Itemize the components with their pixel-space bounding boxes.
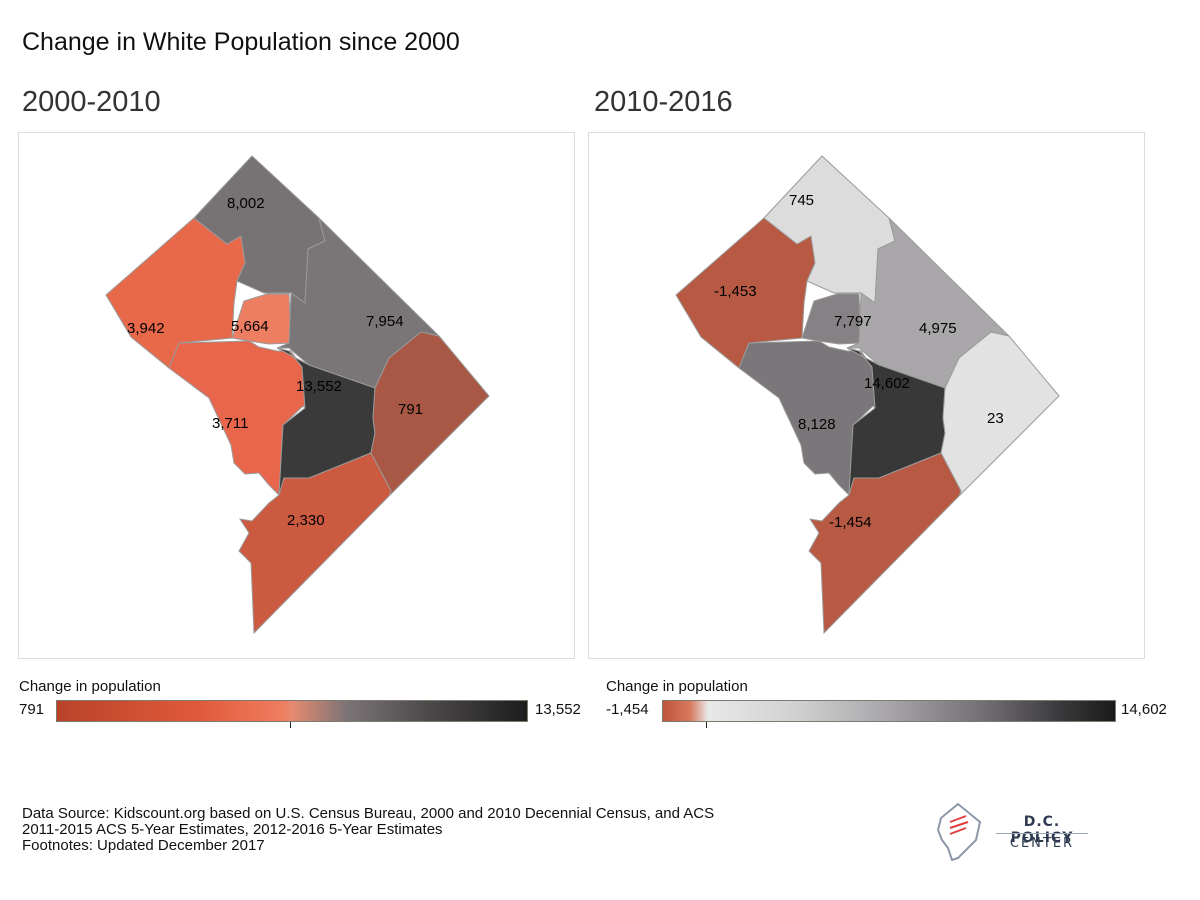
ward-value-label: 8,002 [227, 195, 265, 212]
legend-bar-2000-2010[interactable] [56, 700, 528, 722]
dc-policy-center-logo[interactable]: D.C. POLICY CENTER [936, 800, 1096, 864]
ward-value-label: -1,454 [829, 514, 872, 531]
ward-value-label: 5,664 [231, 318, 269, 335]
ward-value-label: 3,711 [212, 415, 248, 432]
data-source-note: Data Source: Kidscount.org based on U.S.… [22, 806, 714, 854]
source-line-2: 2011-2015 ACS 5-Year Estimates, 2012-201… [22, 821, 443, 838]
map-2010-2016[interactable]: -1,453 745 7,797 4,975 8,128 14,602 23 -1,454 [588, 132, 1145, 659]
source-line-1: Data Source: Kidscount.org based on U.S.… [22, 805, 715, 822]
legend-max-2000-2010: 13,552 [535, 701, 581, 718]
ward-value-label: 8,128 [798, 416, 836, 433]
map-svg-2010-2016: -1,453 745 7,797 4,975 8,128 14,602 23 -1,454 [675, 155, 1060, 635]
ward-value-label: 23 [987, 410, 1004, 427]
ward-region-east-corner[interactable] [940, 331, 1060, 497]
ward-region-southeast[interactable] [808, 452, 962, 635]
logo-divider [996, 833, 1088, 834]
legend-tick-2010-2016 [706, 722, 707, 728]
legend-min-2010-2016: -1,454 [606, 701, 649, 718]
ward-value-label: 3,942 [127, 320, 165, 337]
ward-region-east-corner[interactable] [370, 331, 490, 497]
ward-value-label: 791 [398, 401, 423, 418]
legend-min-2000-2010: 791 [19, 701, 45, 718]
ward-value-label: 745 [789, 192, 814, 209]
logo-text-line2: CENTER [1009, 836, 1075, 851]
panel-title-2000-2010: 2000-2010 [22, 86, 161, 118]
ward-value-label: 2,330 [287, 512, 325, 529]
ward-value-label: 13,552 [296, 378, 342, 395]
ward-value-label: -1,453 [714, 283, 757, 300]
logo-text-line1: D.C. POLICY [1010, 814, 1074, 846]
legend-max-2010-2016: 14,602 [1121, 701, 1167, 718]
chart-title: Change in White Population since 2000 [22, 28, 460, 56]
map-2000-2010[interactable]: 3,942 8,002 5,664 7,954 3,711 13,552 791 2,330 [18, 132, 575, 659]
ward-value-label: 7,954 [366, 313, 404, 330]
source-line-3: Footnotes: Updated December 2017 [22, 837, 265, 854]
ward-value-label: 4,975 [919, 320, 957, 337]
legend-tick-2000-2010 [290, 722, 291, 728]
ward-value-label: 14,602 [864, 375, 910, 392]
ward-value-label: 7,797 [834, 313, 872, 330]
ward-region-southeast[interactable] [238, 452, 392, 635]
dc-map-logo-icon [936, 802, 982, 862]
legend-title-2010-2016: Change in population [606, 678, 748, 695]
panel-title-2010-2016: 2010-2016 [594, 86, 733, 118]
legend-bar-2010-2016[interactable] [662, 700, 1116, 722]
map-svg-2000-2010: 3,942 8,002 5,664 7,954 3,711 13,552 791 2,330 [105, 155, 490, 635]
legend-title-2000-2010: Change in population [19, 678, 161, 695]
